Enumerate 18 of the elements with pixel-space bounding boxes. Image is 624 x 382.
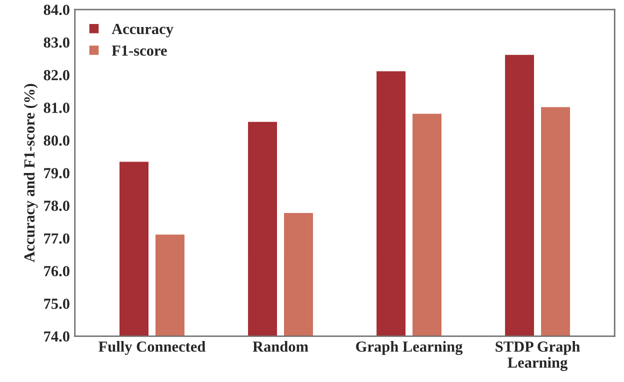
legend-label: Accuracy (112, 24, 174, 38)
y-tick-label: 80.0 (44, 135, 70, 146)
x-tick-label: STDP Graph Learning (496, 341, 580, 371)
y-tick-label: 76.0 (44, 266, 70, 276)
y-tick-label: 83.0 (44, 37, 70, 48)
x-tick-label: Graph Learning (356, 341, 463, 355)
y-tick-label: 79.0 (44, 168, 70, 178)
y-tick-label: 81.0 (44, 102, 70, 114)
y-axis-title: Accuracy and F1-score (%) (24, 84, 38, 262)
y-tick-label: 82.0 (44, 70, 70, 80)
x-tick-label: Random (252, 341, 308, 352)
legend-label: F1-score (112, 46, 167, 56)
y-tick-label: 74.0 (44, 331, 70, 342)
y-tick-label: 77.0 (44, 233, 70, 244)
x-tick-label: Fully Connected (98, 341, 206, 355)
y-tick-label: 84.0 (44, 4, 70, 16)
y-tick-label: 78.0 (44, 200, 70, 212)
y-tick-label: 75.0 (44, 298, 70, 310)
